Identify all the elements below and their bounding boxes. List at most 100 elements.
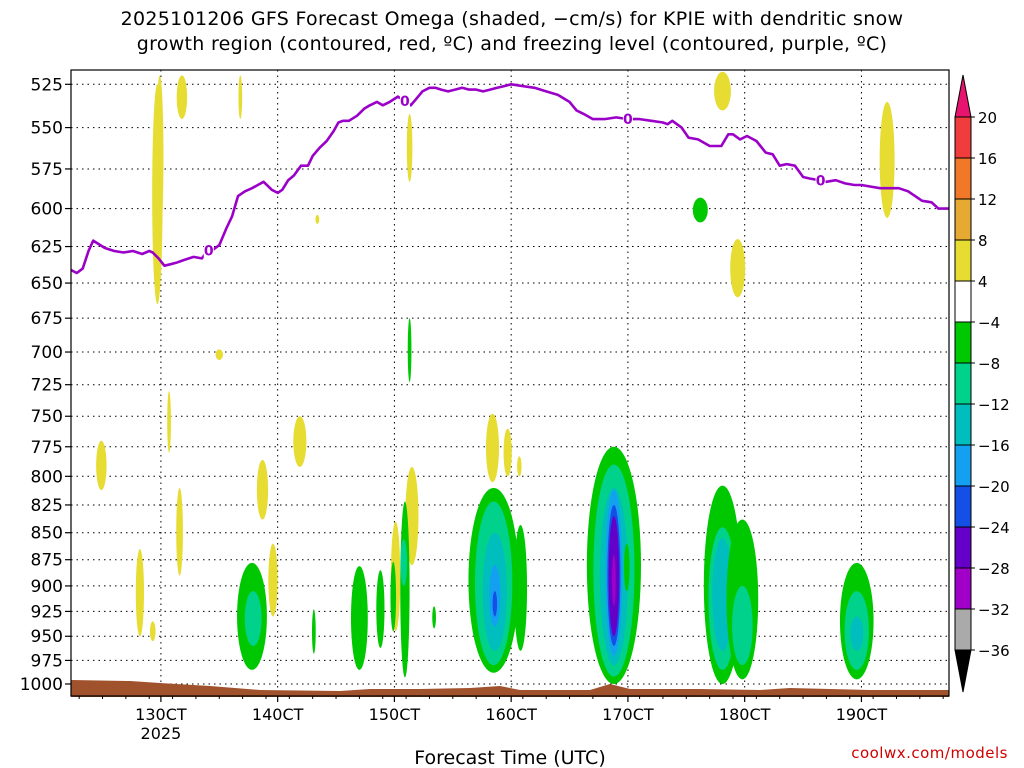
colorbar-label: 12 <box>978 191 997 209</box>
omega-cell <box>149 621 156 642</box>
colorbar-box <box>954 444 972 487</box>
omega-cell <box>406 113 413 182</box>
colorbar-box <box>954 321 972 364</box>
omega-cell <box>485 413 500 483</box>
contour-label: 0 <box>204 244 214 260</box>
credit-link[interactable]: coolwx.com/models <box>851 744 1008 762</box>
omega-cell <box>311 609 316 654</box>
chart-title-line-1: 2025101206 GFS Forecast Omega (shaded, −… <box>120 8 904 30</box>
omega-cell <box>612 554 616 607</box>
colorbar-box <box>954 239 972 282</box>
contour-label-bg <box>399 92 410 109</box>
colorbar: 20 16 12 8 4 −4 −8 −12 −16 −20 −24 −28 −32 −36 <box>954 74 1010 693</box>
y-tick-label: 625 <box>31 238 63 258</box>
colorbar-box <box>954 608 972 651</box>
omega-cell <box>623 543 630 592</box>
contour-label: 0 <box>400 94 410 110</box>
omega-cell <box>167 391 171 453</box>
freezing-level-contour: 0 0 0 0 <box>71 83 949 275</box>
contour-label: 0 <box>816 173 826 189</box>
colorbar-label: 16 <box>978 150 997 168</box>
omega-cell <box>850 616 864 651</box>
y-tick-label: 525 <box>31 75 63 95</box>
y-tick-label: 775 <box>31 438 63 458</box>
omega-cell <box>879 101 895 218</box>
chart-title-line-2: growth region (contoured, red, ºC) and f… <box>136 33 888 55</box>
y-tick-label: 950 <box>31 627 63 647</box>
x-tick-label: 140CT <box>252 705 304 724</box>
y-tick-label: 600 <box>31 200 63 220</box>
colorbar-box <box>954 280 972 323</box>
colorbar-box <box>954 198 972 241</box>
omega-cell <box>376 570 385 648</box>
y-tick-label: 725 <box>31 376 63 396</box>
y-tick-label: 575 <box>31 160 63 180</box>
y-tick-label: 650 <box>31 274 63 294</box>
omega-cell <box>350 566 368 670</box>
colorbar-label: 4 <box>978 273 988 291</box>
x-tick-sublabel: 2025 <box>141 724 182 743</box>
omega-cell <box>244 591 262 646</box>
omega-cell <box>96 440 107 491</box>
omega-cell <box>513 525 528 651</box>
omega-cell <box>155 75 164 240</box>
x-tick-label: 180CT <box>719 705 771 724</box>
colorbar-label: −36 <box>978 642 1010 660</box>
x-tick-label: 150CT <box>369 705 421 724</box>
y-tick-label: 825 <box>31 496 63 516</box>
omega-cell <box>390 561 397 632</box>
freezing-level-line <box>71 83 949 275</box>
x-tick-label: 130CT <box>135 705 187 724</box>
colorbar-box <box>954 485 972 528</box>
omega-cell <box>293 416 307 467</box>
colorbar-label: −20 <box>978 478 1010 496</box>
plot-frame <box>70 69 950 697</box>
omega-cell <box>503 428 512 477</box>
omega-cell <box>517 456 522 477</box>
omega-cell <box>215 349 224 360</box>
y-tick-label: 800 <box>31 467 63 487</box>
omega-cell <box>256 459 269 520</box>
colorbar-label: −24 <box>978 519 1010 537</box>
colorbar-bottom-arrow <box>954 649 972 693</box>
contour-label: 0 <box>623 112 633 128</box>
y-tick-label: 550 <box>31 119 63 139</box>
y-tick-label: 925 <box>31 602 63 622</box>
y-tick-label: 750 <box>31 407 63 427</box>
colorbar-label: −32 <box>978 601 1010 619</box>
colorbar-box <box>954 362 972 405</box>
omega-cell <box>730 239 746 298</box>
y-tick-label: 675 <box>31 309 63 329</box>
contour-label-bg <box>622 111 633 128</box>
colorbar-label: −8 <box>978 355 1000 373</box>
colorbar-label: −12 <box>978 396 1010 414</box>
omega-cell <box>407 318 412 383</box>
colorbar-label: −16 <box>978 437 1010 455</box>
y-tick-label: 850 <box>31 524 63 544</box>
omega-cell <box>268 543 278 617</box>
colorbar-box <box>954 526 972 569</box>
y-tick-label: 900 <box>31 577 63 597</box>
x-tick-label: 190CT <box>836 705 888 724</box>
colorbar-top-arrow <box>954 74 972 118</box>
colorbar-label: −28 <box>978 560 1010 578</box>
y-tick-label: 700 <box>31 343 63 363</box>
omega-cell <box>176 487 183 576</box>
colorbar-box <box>954 403 972 446</box>
omega-cell <box>400 501 410 678</box>
contour-label-bg <box>203 242 214 259</box>
colorbar-box <box>954 567 972 610</box>
colorbar-label: −4 <box>978 314 1000 332</box>
grid-lines <box>71 70 949 696</box>
omega-cell <box>492 591 498 617</box>
colorbar-box <box>954 116 972 159</box>
omega-cell <box>315 214 320 224</box>
terrain-fill <box>71 680 949 697</box>
x-tick-label: 170CT <box>602 705 654 724</box>
omega-cell <box>732 585 753 666</box>
omega-cell <box>714 71 731 111</box>
colorbar-label: 20 <box>978 109 997 127</box>
omega-cell <box>135 549 144 637</box>
